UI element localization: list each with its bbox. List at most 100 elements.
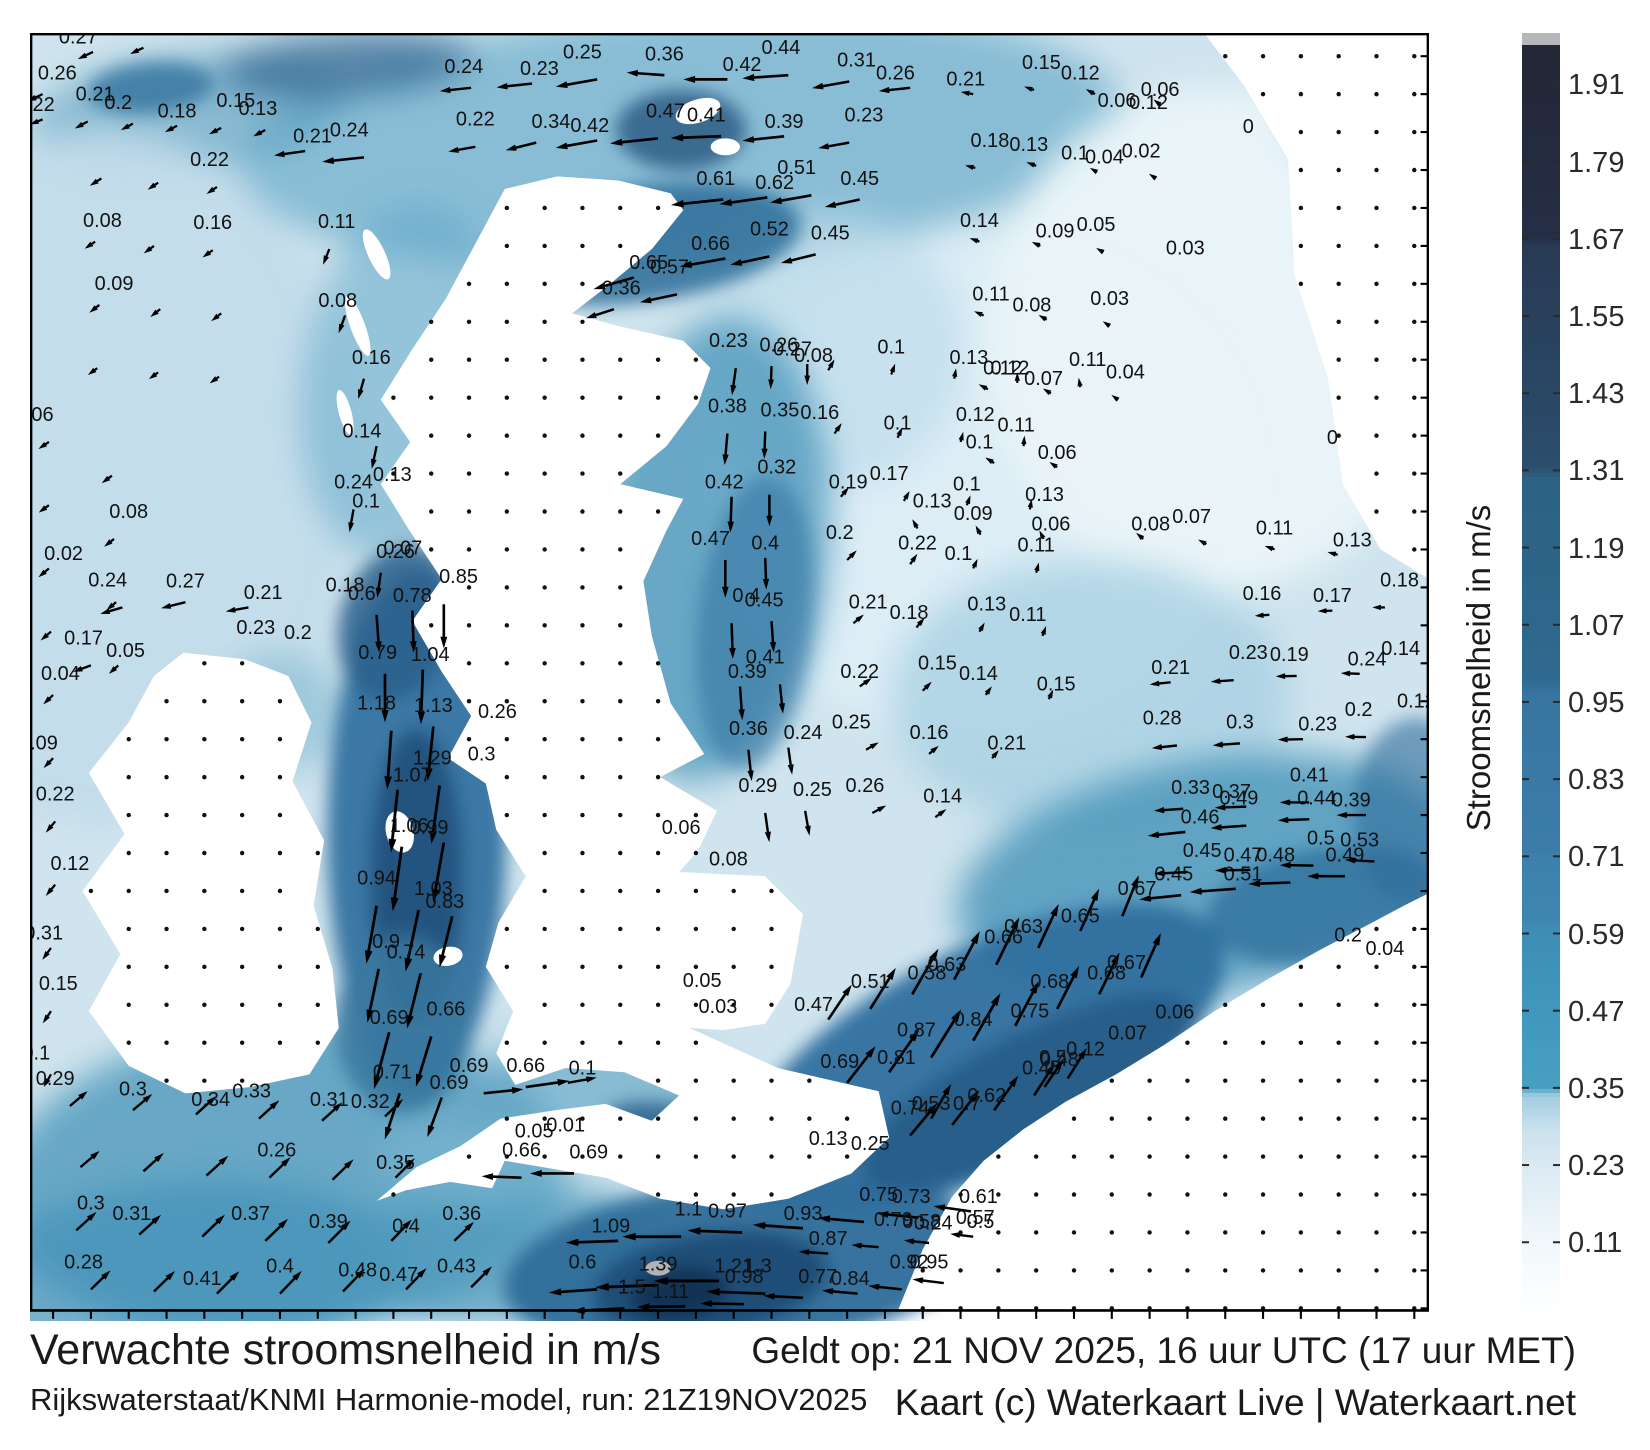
current-arrow: 0.23 [818, 105, 883, 150]
current-value-label: 0.6 [348, 583, 376, 605]
current-arrow: 0.71 [373, 1062, 412, 1140]
current-arrow: 0.45 [780, 223, 850, 264]
current-value-label: 0.84 [831, 1268, 870, 1290]
current-arrow: 0.41 [670, 105, 726, 142]
current-value-label: 0.48 [1040, 1049, 1079, 1071]
current-value-label: 0.04 [1106, 362, 1145, 384]
current-value-label: 0.06 [1141, 79, 1180, 101]
current-arrow [87, 367, 98, 375]
current-arrow: 0.21 [225, 582, 283, 613]
current-value-label: 0.1 [953, 473, 981, 495]
current-arrow: 0.46 [1147, 806, 1219, 839]
current-arrow: 0.75 [1010, 981, 1049, 1027]
current-value-label: 0.26 [759, 334, 798, 356]
current-arrow: 0.42 [705, 471, 744, 533]
current-arrow: 0.45 [1022, 1057, 1061, 1097]
current-value-label: 0.13 [1333, 529, 1372, 551]
island [675, 97, 721, 125]
current-arrow: 0.45 [824, 168, 879, 208]
current-value-label: 0.14 [959, 663, 998, 685]
current-value-label: 0.47 [691, 528, 730, 550]
current-arrow: 0.41 [183, 1268, 240, 1295]
current-arrow: 0.37 [1212, 781, 1251, 811]
current-value-label: 0.08 [318, 290, 357, 312]
current-value-label: 0.05 [683, 970, 722, 992]
current-arrow: 0.27 [59, 33, 98, 60]
current-arrow: 0.1 [945, 543, 978, 569]
current-value-label: 0.47 [379, 1264, 418, 1286]
current-arrow: 0.32 [351, 1091, 404, 1118]
current-arrow: 0.45 [1153, 840, 1222, 877]
current-arrow: 0.45 [1139, 863, 1193, 902]
current-value-label: 0.42 [723, 54, 762, 76]
current-arrow: 0.63 [1004, 903, 1059, 949]
current-arrow: 0.14 [923, 785, 962, 819]
current-value-label: 0.08 [1131, 513, 1170, 535]
current-value-label: 0.1 [966, 431, 994, 453]
current-arrow: 0.42 [555, 115, 609, 150]
current-arrow: 0.78 [393, 585, 432, 653]
current-value-label: 0.1 [945, 543, 973, 565]
current-value-label: 0.97 [708, 1201, 747, 1223]
current-arrow: 0.41 [746, 646, 785, 714]
extreme-value-patch [645, 1260, 671, 1276]
current-arrow: 0.31 [112, 1203, 162, 1236]
current-arrow: 1.39 [595, 1253, 677, 1291]
current-arrow: 0.51 [770, 157, 816, 204]
current-value-label: 0.21 [76, 83, 115, 105]
current-value-label: 0.2 [1334, 925, 1362, 947]
current-arrow: 0.33 [1153, 777, 1210, 814]
current-value-label: 0.33 [1171, 777, 1210, 799]
current-value-label: 0.13 [913, 490, 952, 512]
current-value-label: 0.39 [765, 111, 804, 133]
current-value-label: 0.27 [166, 570, 205, 592]
current-arrow: 0.02 [38, 543, 83, 578]
current-arrow: 1.18 [357, 693, 396, 790]
current-arrow [331, 1159, 354, 1181]
current-value-label: 0.15 [918, 653, 957, 675]
current-arrow: 0.62 [967, 1075, 1019, 1111]
current-arrow: 0.41 [1279, 764, 1329, 806]
colorbar-tick-label: 1.91 [1568, 69, 1625, 102]
current-arrow: 0.09 [1031, 220, 1075, 248]
current-arrow: 0.69 [370, 1007, 409, 1090]
current-value-label: 0.63 [927, 954, 966, 976]
current-arrow: 0.2 [104, 92, 134, 131]
current-value-label: 0.12 [50, 853, 89, 875]
current-value-label: 0.12 [1066, 1038, 1105, 1060]
current-arrow: 0.18 [158, 100, 196, 133]
current-arrow: 0.35 [760, 400, 799, 459]
current-value-label: 1.13 [414, 695, 453, 717]
current-value-label: 0.25 [851, 1133, 890, 1155]
current-arrow: 0.33 [232, 1081, 280, 1120]
current-value-label: 0.42 [705, 471, 744, 493]
current-arrow: 0.11 [1069, 349, 1106, 388]
current-arrow: 0.48 [1248, 844, 1295, 888]
current-value-label: 0.3 [468, 743, 496, 765]
current-value-label: 0.87 [897, 1019, 936, 1041]
current-arrow: 0.25 [793, 779, 832, 836]
current-value-label: 0.4 [732, 585, 760, 607]
current-value-label: 0.44 [1297, 788, 1336, 810]
current-arrow: 0.11 [998, 414, 1035, 447]
current-arrow: 0.08 [794, 345, 835, 371]
current-arrow: 1.04 [411, 644, 450, 725]
copyright-credit: Kaart (c) Waterkaart Live | Waterkaart.n… [894, 1382, 1576, 1423]
current-value-label: 0.28 [64, 1251, 103, 1273]
current-arrow: 1.21 [653, 1255, 753, 1285]
current-arrow [142, 1152, 164, 1173]
current-arrow: 0.31 [811, 50, 876, 90]
current-value-label: 0.87 [809, 1228, 848, 1250]
current-value-label: 0.13 [238, 98, 277, 120]
current-value-label: 0.12 [1129, 92, 1168, 114]
current-arrow [205, 1155, 229, 1177]
current-arrow [153, 1270, 176, 1293]
current-value-label: 0.16 [910, 722, 949, 744]
current-value-label: 0.29 [36, 1068, 75, 1090]
current-arrow: 0.21 [987, 733, 1026, 759]
current-value-label: 0.65 [629, 252, 668, 274]
current-arrow: 0.12 [956, 404, 995, 443]
current-value-label: 1.21 [714, 1255, 753, 1277]
island [336, 389, 354, 435]
map-frame [30, 33, 1429, 1312]
